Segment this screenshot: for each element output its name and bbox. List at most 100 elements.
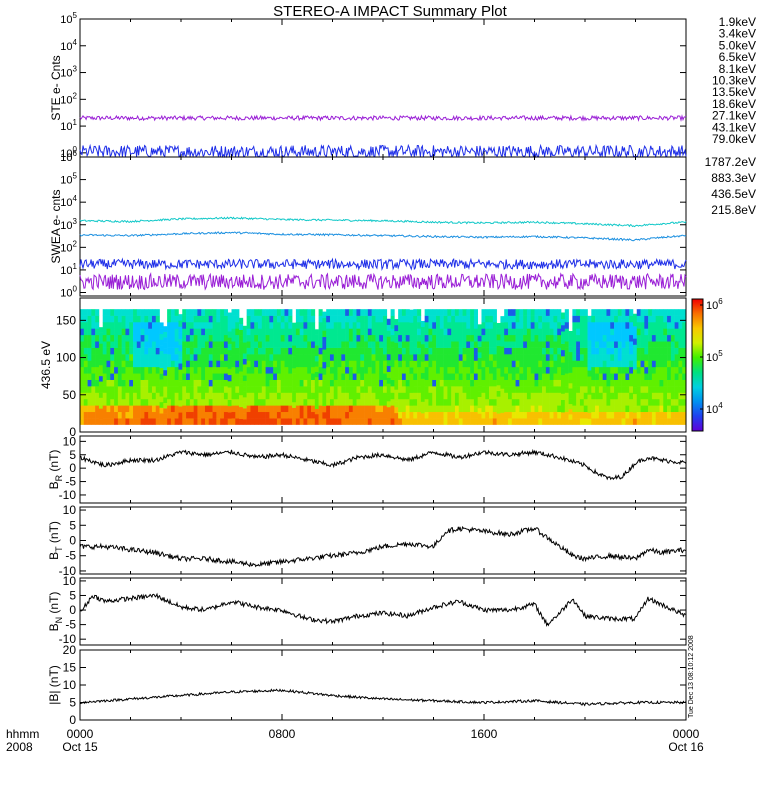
heatmap-cell xyxy=(144,386,149,393)
heatmap-cell xyxy=(223,328,229,336)
heatmap-cell xyxy=(307,354,312,361)
heatmap-cell xyxy=(144,354,149,361)
heatmap-cell xyxy=(386,318,391,325)
heatmap-cell xyxy=(659,386,664,393)
y-tick-label: 101 xyxy=(60,118,77,133)
heatmap-cell xyxy=(409,328,414,336)
heatmap-cell xyxy=(125,386,130,393)
heatmap-cell xyxy=(663,341,668,348)
heatmap-cell xyxy=(526,418,532,425)
heatmap-cell xyxy=(579,309,585,316)
heatmap-cell xyxy=(492,418,497,425)
heatmap-cell xyxy=(663,347,668,355)
heatmap-cell xyxy=(87,347,92,355)
heatmap-cell xyxy=(87,379,92,387)
heatmap-cell xyxy=(534,309,539,316)
heatmap-cell xyxy=(303,347,308,355)
heatmap-cell xyxy=(280,418,285,425)
heatmap-cell xyxy=(174,379,179,387)
heatmap-cell xyxy=(276,411,282,419)
heatmap-cell xyxy=(80,366,85,374)
heatmap-cell xyxy=(670,315,675,323)
heatmap-cell xyxy=(284,411,289,419)
heatmap-cell xyxy=(106,418,111,425)
heatmap-cell xyxy=(220,405,225,413)
heatmap-cell xyxy=(648,386,653,393)
heatmap-cell xyxy=(303,373,308,380)
heatmap-cell xyxy=(470,321,475,329)
heatmap-cell xyxy=(386,412,391,419)
heatmap-cell xyxy=(261,315,266,323)
heatmap-cell xyxy=(496,407,501,414)
heatmap-cell xyxy=(371,405,376,413)
heatmap-cell xyxy=(151,379,157,387)
heatmap-cell xyxy=(587,376,592,383)
heatmap-cell xyxy=(220,354,225,361)
heatmap-cell xyxy=(413,392,418,400)
heatmap-cell xyxy=(553,328,558,336)
heatmap-cell xyxy=(110,392,115,400)
heatmap-cell xyxy=(220,347,225,355)
heatmap-cell xyxy=(473,411,478,419)
heatmap-cell xyxy=(462,321,467,329)
heatmap-cell xyxy=(401,405,407,413)
heatmap-cell xyxy=(674,354,679,361)
ste-legend-entry: 1.9keV xyxy=(719,15,756,29)
heatmap-cell xyxy=(583,309,588,316)
heatmap-cell xyxy=(485,366,490,374)
heatmap-cell xyxy=(417,328,422,336)
heatmap-cell xyxy=(303,398,308,406)
heatmap-cell xyxy=(436,354,441,361)
heatmap-cell xyxy=(481,360,486,368)
heatmap-cell xyxy=(303,334,308,342)
heatmap-cell xyxy=(617,341,622,348)
heatmap-cell xyxy=(337,379,342,387)
heatmap-cell xyxy=(579,398,585,406)
heatmap-cell xyxy=(352,315,357,323)
heatmap-cell xyxy=(91,347,96,355)
heatmap-cell xyxy=(553,379,558,387)
heatmap-cell xyxy=(405,418,410,425)
heatmap-cell xyxy=(333,418,338,425)
heatmap-cell xyxy=(557,347,562,355)
heatmap-cell xyxy=(405,354,410,361)
heatmap-cell xyxy=(87,334,92,342)
heatmap-cell xyxy=(386,418,391,425)
heatmap-cell xyxy=(530,379,535,387)
heatmap-cell xyxy=(341,309,346,316)
heatmap-cell xyxy=(632,332,638,339)
heatmap-cell xyxy=(136,411,141,419)
heatmap-cell xyxy=(212,334,217,342)
heatmap-cell xyxy=(250,366,255,374)
heatmap-cell xyxy=(125,418,130,425)
heatmap-cell xyxy=(299,418,304,425)
heatmap-cell xyxy=(621,328,626,336)
heatmap-cell xyxy=(549,392,554,400)
heatmap-cell xyxy=(110,334,115,342)
heatmap-cell xyxy=(235,398,240,406)
heatmap-cell xyxy=(110,386,115,393)
heatmap-cell xyxy=(322,386,327,394)
heatmap-cell xyxy=(655,366,660,374)
heatmap-cell xyxy=(148,347,153,355)
heatmap-cell xyxy=(204,373,210,380)
heatmap-cell xyxy=(485,392,490,400)
swea-legend-entry: 1787.2eV xyxy=(705,155,756,169)
heatmap-cell xyxy=(500,388,505,395)
heatmap-cell xyxy=(345,354,350,361)
heatmap-cell xyxy=(174,315,179,323)
heatmap-cell xyxy=(496,334,501,341)
heatmap-cell xyxy=(193,398,198,406)
heatmap-cell xyxy=(462,360,467,368)
heatmap-cell xyxy=(151,315,157,323)
heatmap-cell xyxy=(129,398,134,406)
heatmap-cell xyxy=(542,354,547,361)
heatmap-cell xyxy=(489,334,494,342)
heatmap-cell xyxy=(292,390,297,397)
heatmap-cell xyxy=(394,324,399,332)
heatmap-cell xyxy=(254,360,259,368)
heatmap-cell xyxy=(383,354,388,361)
heatmap-cell xyxy=(636,405,641,413)
heatmap-cell xyxy=(125,398,130,406)
heatmap-cell xyxy=(621,398,626,406)
